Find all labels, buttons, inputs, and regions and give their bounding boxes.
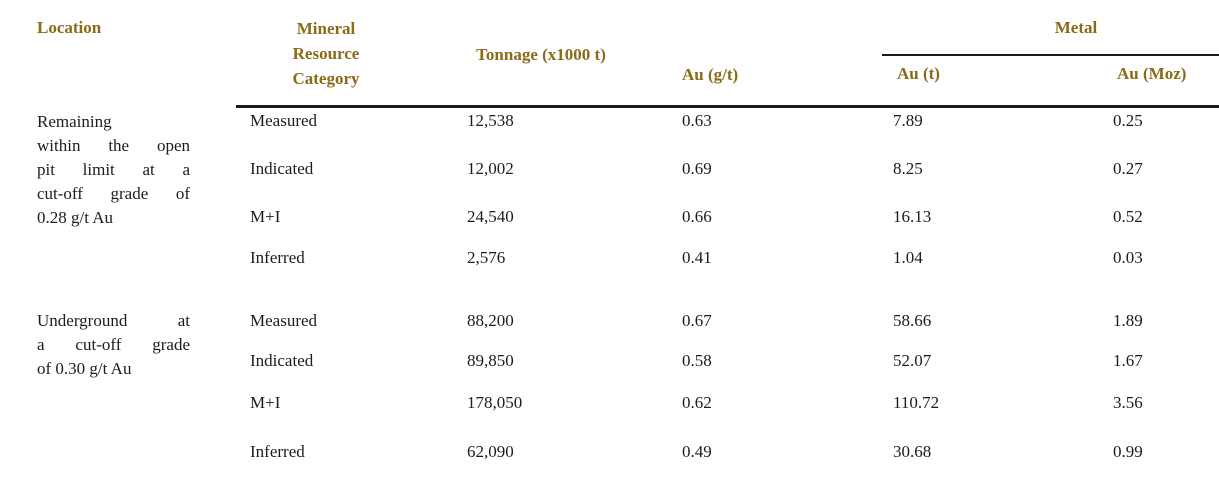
cell-tonnage: 89,850 [467, 351, 514, 370]
table-row: M+I 24,540 0.66 16.13 0.52 [0, 206, 1219, 230]
cell-category: M+I [250, 393, 281, 412]
cell-au-moz: 0.99 [1113, 442, 1143, 461]
cell-au-moz: 0.25 [1113, 111, 1143, 130]
cell-au-gpt: 0.67 [682, 311, 712, 330]
column-header-tonnage: Tonnage (x1000 t) [476, 45, 606, 64]
cell-tonnage: 62,090 [467, 442, 514, 461]
location-underground: Underground at a cut-off grade of 0.30 g… [37, 309, 190, 381]
column-header-au-gpt: Au (g/t) [682, 65, 739, 84]
location-line: of 0.30 g/t Au [37, 359, 132, 378]
table-row: Measured 88,200 0.67 58.66 1.89 [0, 310, 1219, 334]
cell-category: Inferred [250, 248, 305, 267]
table-row: Inferred 62,090 0.49 30.68 0.99 [0, 441, 1219, 465]
cell-au-moz: 0.27 [1113, 159, 1143, 178]
location-line: 0.28 g/t Au [37, 208, 114, 227]
cell-tonnage: 88,200 [467, 311, 514, 330]
cell-au-moz: 0.03 [1113, 248, 1143, 267]
cell-au-moz: 0.52 [1113, 207, 1143, 226]
location-line: a cut-off grade [37, 335, 190, 354]
cell-au-moz: 3.56 [1113, 393, 1143, 412]
cell-au-moz: 1.67 [1113, 351, 1143, 370]
cell-tonnage: 178,050 [467, 393, 523, 412]
cell-category: Measured [250, 111, 318, 130]
table-row: Measured 12,538 0.63 7.89 0.25 [0, 110, 1219, 134]
cell-au-gpt: 0.41 [682, 248, 712, 267]
cell-au-gpt: 0.49 [682, 442, 712, 461]
column-header-au-t: Au (t) [897, 64, 940, 83]
cell-category: Inferred [250, 442, 305, 461]
cell-au-gpt: 0.66 [682, 207, 712, 226]
column-header-location: Location [37, 18, 102, 37]
table-row: M+I 178,050 0.62 110.72 3.56 [0, 392, 1219, 416]
cell-au-t: 8.25 [893, 159, 923, 178]
cell-au-t: 58.66 [893, 311, 932, 330]
column-header-category: Mineral Resource Category [292, 19, 360, 88]
cell-tonnage: 2,576 [467, 248, 506, 267]
cell-category: M+I [250, 207, 281, 226]
table-row: Indicated 89,850 0.58 52.07 1.67 [0, 350, 1219, 374]
cell-au-t: 1.04 [893, 248, 923, 267]
column-header-au-moz: Au (Moz) [1117, 64, 1187, 83]
cell-category: Indicated [250, 159, 314, 178]
cell-au-gpt: 0.62 [682, 393, 712, 412]
table-row: Indicated 12,002 0.69 8.25 0.27 [0, 158, 1219, 182]
cell-tonnage: 12,538 [467, 111, 514, 130]
location-line: pit limit at a [37, 160, 190, 179]
table-row: Inferred 2,576 0.41 1.04 0.03 [0, 247, 1219, 271]
cell-au-gpt: 0.58 [682, 351, 712, 370]
table-header-rule [236, 105, 1219, 108]
cell-au-moz: 1.89 [1113, 311, 1143, 330]
location-open-pit: Remaining within the open pit limit at a… [37, 110, 190, 230]
cell-au-t: 16.13 [893, 207, 932, 226]
cell-tonnage: 24,540 [467, 207, 514, 226]
metal-group-underline [882, 54, 1219, 56]
cell-au-gpt: 0.69 [682, 159, 712, 178]
cell-category: Measured [250, 311, 318, 330]
cell-au-gpt: 0.63 [682, 111, 712, 130]
cell-au-t: 7.89 [893, 111, 923, 130]
column-header-metal-group: Metal [1054, 18, 1098, 37]
cell-au-t: 52.07 [893, 351, 932, 370]
cell-tonnage: 12,002 [467, 159, 514, 178]
location-line: cut-off grade of [37, 184, 190, 203]
cell-category: Indicated [250, 351, 314, 370]
cell-au-t: 30.68 [893, 442, 932, 461]
cell-au-t: 110.72 [893, 393, 940, 412]
location-line: Underground at [37, 311, 190, 330]
location-line: within the open [37, 136, 190, 155]
location-line: Remaining [37, 112, 112, 131]
